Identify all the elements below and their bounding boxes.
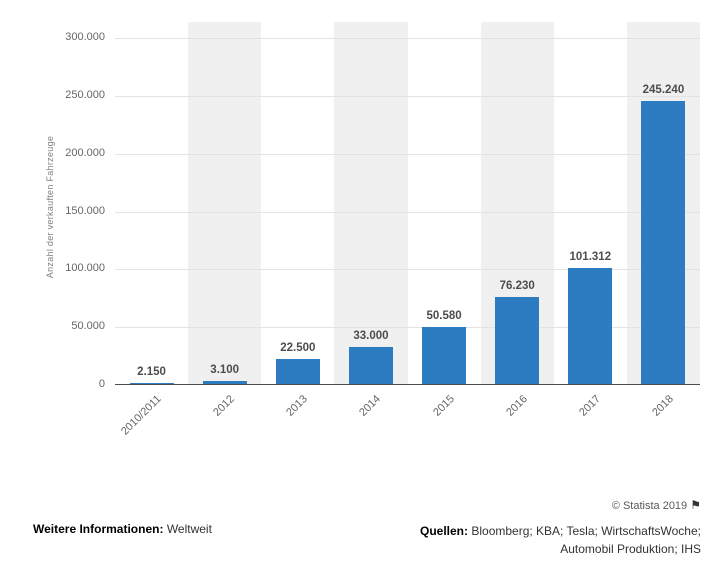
bar-value-label: 33.000 — [353, 329, 389, 342]
gridline — [115, 153, 700, 155]
bar-2013 — [275, 358, 320, 385]
gridline — [115, 269, 700, 271]
copyright-text: © Statista 2019 — [611, 500, 688, 512]
plot-area: 2.150 3.100 22.500 33.000 50.580 76.230 101.31… — [115, 22, 700, 385]
x-tick-label: 2016 — [503, 393, 530, 419]
x-tick-label: 2015 — [430, 393, 457, 419]
x-axis-line — [115, 384, 700, 385]
sources-line-1: Quellen: Bloomberg; KBA; Tesla; Wirtscha… — [420, 522, 701, 540]
y-tick-label: 250.000 — [65, 88, 105, 101]
info-value: Weltweit — [166, 522, 212, 536]
bar-2018 — [641, 101, 686, 385]
y-tick-label: 300.000 — [65, 31, 105, 43]
gridline — [115, 327, 700, 329]
bar-2014 — [348, 346, 393, 385]
bar-2012 — [202, 381, 247, 385]
x-axis: 2010/2011 2012 2013 2014 2015 2016 2017 2018 — [115, 385, 700, 470]
y-tick-label: 100.000 — [65, 262, 105, 275]
bar-2015 — [422, 326, 467, 385]
gridline — [115, 211, 700, 213]
y-axis: 0 50.000 100.000 150.000 200.000 250.000 300.0… — [0, 0, 105, 420]
bar-value-label: 101.312 — [569, 250, 612, 263]
sources-note: Quellen: Bloomberg; KBA; Tesla; Wirtscha… — [420, 522, 701, 558]
statista-flag-icon: ⚑ — [690, 498, 701, 512]
x-tick-label: 2017 — [576, 393, 603, 419]
bar-value-label: 3.100 — [210, 364, 240, 377]
y-tick-label: 0 — [98, 378, 105, 390]
bar-value-label: 245.240 — [642, 84, 685, 97]
info-label: Weitere Informationen: — [33, 522, 164, 536]
bar-2017 — [568, 267, 613, 385]
bar-value-label: 76.230 — [499, 279, 535, 292]
bar-2010/2011 — [129, 382, 174, 385]
bar-2016 — [495, 296, 540, 385]
x-tick-label: 2012 — [211, 393, 238, 419]
bar-value-label: 2.150 — [137, 365, 166, 378]
plot-band — [188, 22, 262, 385]
x-tick-label: 2013 — [284, 393, 311, 419]
x-tick-label: 2018 — [650, 393, 676, 419]
gridline — [115, 38, 700, 39]
bar-value-label: 50.580 — [426, 309, 462, 322]
copyright-note: © Statista 2019 ⚑ — [612, 498, 701, 512]
info-note: Weitere Informationen: Weltweit — [33, 522, 212, 536]
sources-line-2: Automobil Produktion; IHS — [560, 542, 701, 556]
y-tick-label: 150.000 — [65, 204, 105, 217]
plot-band — [334, 22, 408, 385]
gridline — [115, 95, 700, 97]
bar-value-label: 22.500 — [280, 341, 316, 354]
sources-label: Quellen: — [419, 524, 468, 538]
y-tick-label: 200.000 — [65, 146, 105, 159]
x-tick-label: 2014 — [357, 393, 384, 419]
sources-text-1: Bloomberg; KBA; Tesla; WirtschaftsWoche; — [471, 524, 701, 538]
x-tick-label: 2010/2011 — [119, 393, 165, 438]
y-tick-label: 50.000 — [71, 320, 105, 333]
